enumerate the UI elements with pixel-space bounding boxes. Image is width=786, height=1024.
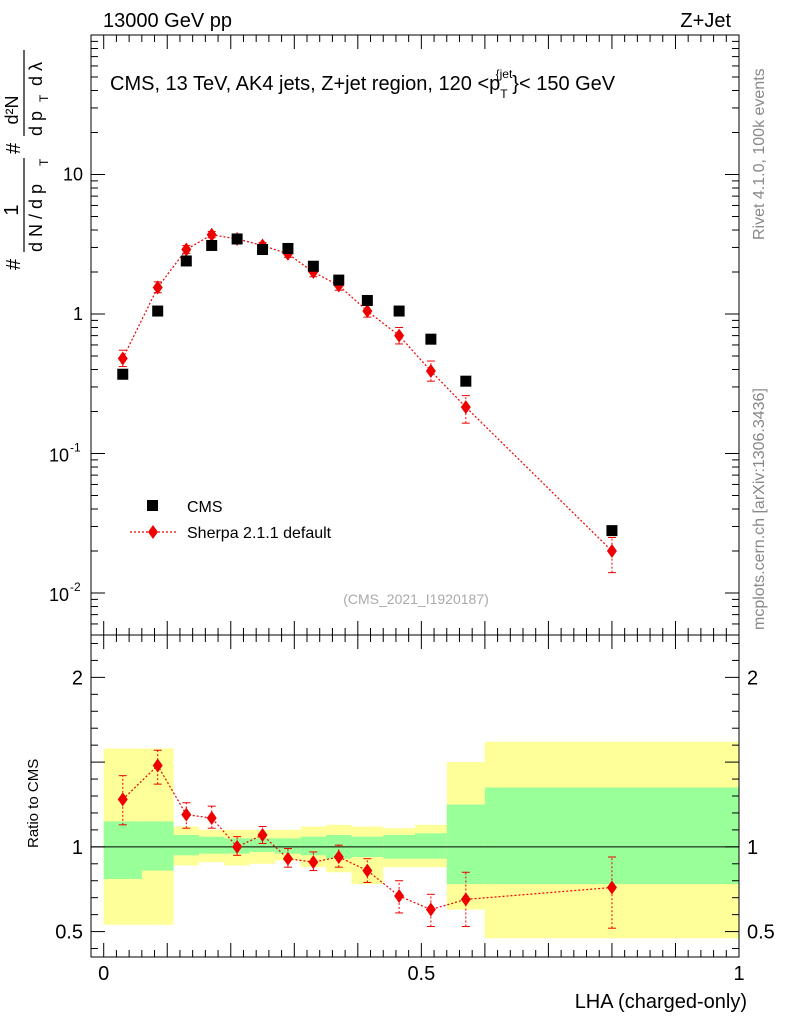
sherpa-point [460,400,471,415]
sherpa-ratio-point [282,851,293,866]
main-plot-frame [90,34,740,636]
cms-point [425,333,437,345]
sherpa-point [117,351,128,366]
svg-text:T: T [37,94,51,102]
cms-point [282,242,294,254]
legend-cms-label: CMS [187,499,223,516]
uncertainty-band-inner [199,836,225,854]
uncertainty-band-inner [249,838,276,852]
svg-text:d²N: d²N [2,95,22,124]
uncertainty-band-inner [103,821,142,880]
sherpa-ratio-point [425,902,436,917]
svg-text:T: T [37,158,51,166]
analysis-watermark: (CMS_2021_I1920187) [343,591,489,607]
sherpa-ratio-point [181,807,192,822]
rivet-version-label: Rivet 4.1.0, 100k events [751,68,768,240]
x-tick-label: 1 [733,963,744,985]
svg-text:#: # [3,258,25,270]
legend: CMS Sherpa 2.1.1 default [130,499,332,542]
ratio-y-tick-label-right: 0.5 [747,922,775,944]
header-energy-label: 13000 GeV pp [103,10,232,32]
svg-text:#: # [3,142,25,154]
sherpa-ratio-point [232,839,243,854]
sherpa-point [394,328,405,343]
uncertainty-band-inner [275,838,301,854]
cms-point [333,274,345,286]
ratio-y-tick-label-right: 2 [747,667,758,689]
ratio-panel: 0.5 0.51 12 20 0.5 1 Ratio to CMS LHA (charge… [25,634,775,1013]
cms-point [152,305,164,317]
sherpa-ratio-point [308,855,319,870]
plot-title: CMS, 13 TeV, AK4 jets, Z+jet region, 120… [110,67,616,101]
svg-text:d p: d p [26,111,46,136]
cms-point [180,255,192,267]
cms-point [606,525,618,537]
sherpa-ratio-point [117,792,128,807]
ratio-y-axis-label: Ratio to CMS [25,759,42,848]
legend-cms-marker [147,500,158,511]
uncertainty-band-inner [300,836,327,856]
ratio-y-tick-label: 0.5 [55,922,83,944]
sherpa-ratio-point [206,811,217,826]
main-y-tick-label: 10 [49,446,69,466]
main-y-tick-exponent: -2 [70,580,81,594]
ratio-y-tick-label: 1 [72,837,83,859]
svg-text:d N / d p: d N / d p [26,184,46,252]
sherpa-point [606,544,617,559]
main-y-tick-label: 10 [49,585,69,605]
cms-point [117,368,129,380]
sherpa-point [152,280,163,295]
ratio-y-tick-label: 2 [72,667,83,689]
svg-text:1: 1 [1,204,23,215]
sherpa-ratio-point [394,888,405,903]
sherpa-ratio-point [152,758,163,773]
x-axis-label: LHA (charged-only) [575,991,747,1013]
sherpa-ratio-point [333,850,344,865]
main-y-axis-label: # 1 d N / d p T # d²N d p T d λ [1,50,51,270]
cms-point [361,294,373,306]
sherpa-point [206,227,217,242]
sherpa-point [362,304,373,319]
svg-text:d λ: d λ [26,62,46,86]
x-tick-label: 0.5 [407,963,435,985]
uncertainty-band-inner [173,834,199,856]
uncertainty-band-inner [446,804,485,885]
sherpa-ratio-point [257,827,268,842]
main-y-tick-exponent: -1 [70,441,81,455]
header-process-label: Z+Jet [680,10,731,32]
cms-point [393,305,405,317]
sherpa-ratio-point [460,892,471,907]
cms-point [206,239,218,251]
mcplots-reference-label: mcplots.cern.ch [arXiv:1306.3436] [751,388,768,630]
cms-point [460,375,472,387]
sherpa-line [122,234,613,552]
uncertainty-band-inner [415,833,447,859]
cms-point [257,243,269,255]
cms-point [307,260,319,272]
main-y-tick-label: 1 [73,304,83,324]
x-tick-label: 0 [98,963,109,985]
uncertainty-band-inner [484,787,739,885]
legend-sherpa-marker [148,525,158,539]
sherpa-point [425,364,436,379]
uncertainty-band-inner [141,821,174,863]
legend-sherpa-label: Sherpa 2.1.1 default [187,525,332,542]
sherpa-point [181,242,192,257]
ratio-y-tick-label-right: 1 [747,837,758,859]
sherpa-ratio-point [362,863,373,878]
main-y-tick-label: 10 [63,165,83,185]
sherpa-ratio-point [606,880,617,895]
cms-point [231,233,243,245]
